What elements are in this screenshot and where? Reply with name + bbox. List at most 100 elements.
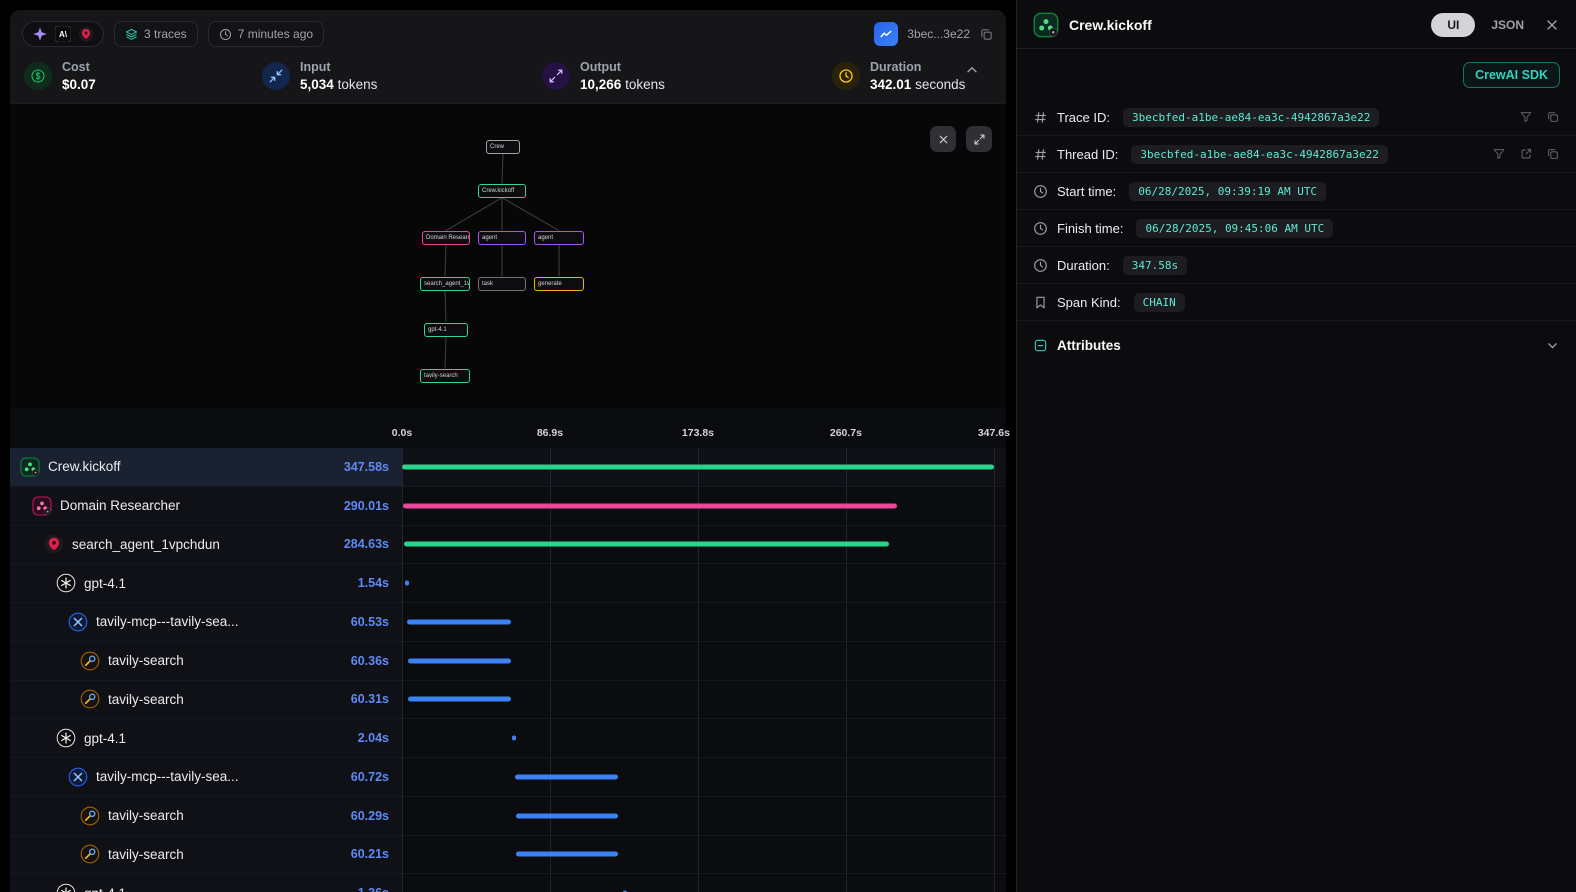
span-kind-value: CHAIN [1134,293,1185,312]
time-ago-badge[interactable]: 7 minutes ago [208,21,324,47]
attributes-label: Attributes [1057,338,1121,353]
chevron-down-icon[interactable] [1545,338,1560,353]
tab-json[interactable]: JSON [1491,18,1524,32]
traces-badge[interactable]: 3 traces [114,21,198,47]
sdk-row: CrewAI SDK [1017,49,1576,99]
span-name: search_agent_1vpchdun [72,537,336,552]
trace-row[interactable]: gpt-4.1 1.36s [10,874,1006,892]
filter-icon[interactable] [1492,147,1506,161]
copy-icon[interactable] [979,27,994,42]
graph-node-tool[interactable]: tavily-search [420,369,470,383]
stat-value: 342.01 [870,77,911,92]
openai-icon [56,728,76,748]
filter-icon[interactable] [1519,110,1533,124]
graph-node-task3[interactable]: generate [534,277,584,291]
app: A\ 3 traces 7 minutes ago 3bec...3e22 [0,0,1576,892]
span-label-cell: gpt-4.1 2.04s [10,719,402,757]
trace-row[interactable]: gpt-4.1 2.04s [10,719,1006,758]
close-graph-button[interactable] [930,126,956,152]
stat-value: 5,034 [300,77,334,92]
span-bar [408,658,511,663]
thread-id-value[interactable]: 3becbfed-a1be-ae84-ea3c-4942867a3e22 [1131,145,1387,164]
span-duration: 60.72s [351,770,402,784]
copy-icon[interactable] [1546,147,1560,161]
trace-row[interactable]: tavily-search 60.36s [10,642,1006,681]
span-name: tavily-mcp---tavily-sea... [96,614,343,629]
trace-row[interactable]: gpt-4.1 1.54s [10,564,1006,603]
span-timeline [402,681,1006,719]
tool-icon [68,612,88,632]
graph-node-agent3[interactable]: agent [534,231,584,245]
span-timeline [402,603,1006,641]
span-timeline [402,758,1006,796]
span-timeline [402,719,1006,757]
topbar-right: 3bec...3e22 [874,22,994,46]
trace-id-value[interactable]: 3becbfed-a1be-ae84-ea3c-4942867a3e22 [1123,108,1379,127]
axis-tick-label: 347.6s [978,427,1010,439]
bookmark-icon [1033,295,1048,310]
span-label-cell: Crew.kickoff 347.58s [10,448,402,486]
span-name: gpt-4.1 [84,886,350,892]
attributes-section-toggle[interactable]: Attributes [1017,323,1576,368]
traces-icon [125,28,138,41]
trace-main: A\ 3 traces 7 minutes ago 3bec...3e22 [0,0,1016,892]
span-title: Crew.kickoff [1069,17,1152,33]
field-label: Start time: [1057,184,1116,199]
trace-row[interactable]: tavily-mcp---tavily-sea... 60.72s [10,758,1006,797]
arrows-in-icon [262,62,290,90]
hash-icon [1033,110,1048,125]
axis-track: 0.0s86.9s173.8s260.7s347.6s [402,408,1006,448]
graph-node-task1[interactable]: search_agent_1vpchdun [420,277,470,291]
span-timeline [402,642,1006,680]
graph-node-crew[interactable]: Crew [486,140,520,154]
trace-row[interactable]: Domain Researcher 290.01s [10,487,1006,526]
collapse-stats-chevron-icon[interactable] [964,62,980,78]
span-name: Crew.kickoff [48,459,336,474]
field-actions [1519,110,1560,124]
wrench-icon [80,806,100,826]
stats-row: Cost $0.07 Input 5,034 tokens Output [10,58,1006,103]
clock-icon [219,28,232,41]
chart-button[interactable] [874,22,898,46]
copy-icon[interactable] [1546,110,1560,124]
span-duration: 1.36s [358,886,402,892]
trace-row[interactable]: search_agent_1vpchdun 284.63s [10,526,1006,565]
expand-graph-button[interactable] [966,126,992,152]
clock-icon [832,62,860,90]
provider-logos: A\ [22,21,104,47]
trace-row[interactable]: tavily-mcp---tavily-sea... 60.53s [10,603,1006,642]
span-bar [512,736,516,741]
trace-row[interactable]: Crew.kickoff 347.58s [10,448,1006,487]
span-duration: 2.04s [358,731,402,745]
stat-suffix: tokens [338,77,378,92]
span-bar [408,697,511,702]
sdk-badge[interactable]: CrewAI SDK [1463,62,1560,88]
tab-ui[interactable]: UI [1431,13,1475,37]
attributes-icon [1033,338,1048,353]
dollar-icon [24,62,52,90]
trace-row[interactable]: tavily-search 60.21s [10,836,1006,875]
stat-label: Duration [870,60,965,74]
view-tabs: UI JSON [1431,13,1560,37]
close-panel-icon[interactable] [1544,17,1560,33]
field-label: Finish time: [1057,221,1123,236]
graph-node-agent1[interactable]: Domain Researcher [422,231,470,245]
field-actions [1492,147,1560,161]
graph-node-llm[interactable]: gpt-4.1 [424,323,468,337]
trace-row[interactable]: tavily-search 60.31s [10,681,1006,720]
field-label: Span Kind: [1057,295,1121,310]
span-name: Domain Researcher [60,498,336,513]
waterfall: 0.0s86.9s173.8s260.7s347.6s Crew.kickoff… [10,408,1006,892]
external-link-icon[interactable] [1519,147,1533,161]
start-time-value: 06/28/2025, 09:39:19 AM UTC [1129,182,1326,201]
span-timeline [402,487,1006,525]
graph-node-agent2[interactable]: agent [478,231,526,245]
trace-row[interactable]: tavily-search 60.29s [10,797,1006,836]
axis-tick-label: 86.9s [537,427,563,439]
field-trace-id: Trace ID: 3becbfed-a1be-ae84-ea3c-494286… [1017,99,1576,136]
graph-node-kickoff[interactable]: Crew.kickoff [478,184,526,198]
graph-node-task2[interactable]: task [478,277,526,291]
clock-icon [1033,221,1048,236]
clock-icon [1033,258,1048,273]
field-start-time: Start time: 06/28/2025, 09:39:19 AM UTC [1017,173,1576,210]
